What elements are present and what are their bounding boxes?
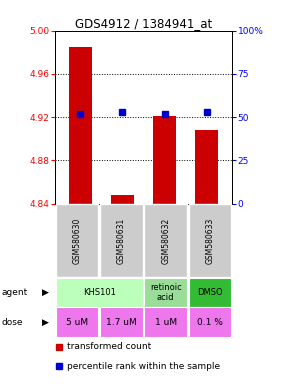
Text: 5 uM: 5 uM — [66, 318, 88, 326]
Text: retinoic
acid: retinoic acid — [150, 283, 182, 302]
Text: percentile rank within the sample: percentile rank within the sample — [68, 362, 221, 371]
Bar — [189, 278, 231, 307]
Bar — [144, 204, 187, 277]
Bar — [56, 278, 143, 307]
Text: 1.7 uM: 1.7 uM — [106, 318, 137, 326]
Text: ▶: ▶ — [42, 288, 49, 297]
Text: 1 uM: 1 uM — [155, 318, 177, 326]
Text: DMSO: DMSO — [197, 288, 223, 297]
Text: ▶: ▶ — [42, 318, 49, 326]
Bar — [56, 204, 98, 277]
Text: GSM580631: GSM580631 — [117, 217, 126, 264]
Title: GDS4912 / 1384941_at: GDS4912 / 1384941_at — [75, 17, 212, 30]
Text: GSM580632: GSM580632 — [161, 217, 170, 264]
Bar — [111, 195, 134, 204]
Text: KHS101: KHS101 — [83, 288, 116, 297]
Bar — [69, 47, 92, 204]
Bar — [195, 130, 218, 204]
Bar — [144, 278, 187, 307]
Bar — [189, 204, 231, 277]
Text: GSM580633: GSM580633 — [205, 217, 214, 264]
Bar — [153, 116, 176, 204]
Bar — [100, 307, 143, 337]
Text: agent: agent — [1, 288, 28, 297]
Text: 0.1 %: 0.1 % — [197, 318, 223, 326]
Bar — [144, 307, 187, 337]
Bar — [189, 307, 231, 337]
Text: transformed count: transformed count — [68, 342, 152, 351]
Bar — [100, 204, 143, 277]
Bar — [56, 307, 98, 337]
Text: dose: dose — [1, 318, 23, 326]
Text: GSM580630: GSM580630 — [73, 217, 82, 264]
